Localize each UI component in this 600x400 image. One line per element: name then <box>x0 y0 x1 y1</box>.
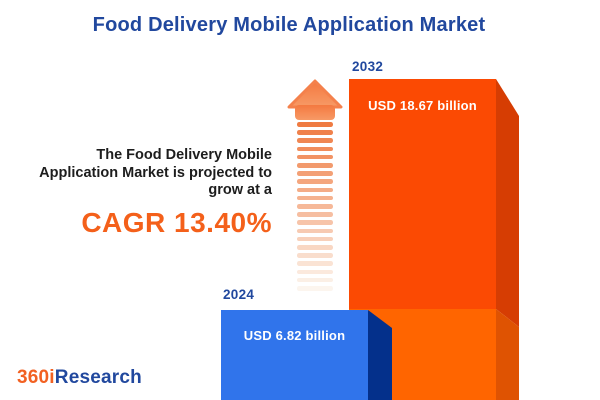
year-label-2032: 2032 <box>352 59 384 74</box>
arrow-stripe <box>297 130 333 135</box>
cagr-value: CAGR 13.40% <box>81 206 272 238</box>
value-label-2024: USD 6.82 billion <box>243 328 346 343</box>
arrow-stripe <box>297 269 333 275</box>
intro-text-block: The Food Delivery Mobile Application Mar… <box>39 147 272 239</box>
page-title: Food Delivery Mobile Application Market <box>92 14 486 36</box>
bar-2032-face-top <box>349 79 496 309</box>
brand-logo: 360iResearch <box>17 367 142 389</box>
arrow-stripe <box>297 261 333 266</box>
intro-line-2: Application Market is projected to <box>39 164 272 181</box>
growth-arrow-icon <box>287 79 343 295</box>
value-label-2032: USD 18.67 billion <box>368 98 477 113</box>
arrow-stripe <box>297 277 333 283</box>
arrow-stripe <box>297 220 333 225</box>
arrow-stripe <box>297 228 333 234</box>
arrow-stripe <box>297 204 333 209</box>
intro-line-1: The Food Delivery Mobile <box>96 147 272 163</box>
bar-2032-side-top <box>496 79 519 327</box>
bar-2032-side-bottom <box>496 309 519 400</box>
brand-logo-research: Research <box>54 367 142 388</box>
arrow-stripe <box>297 122 333 127</box>
arrow-stripe <box>297 171 333 176</box>
bar-2024-side <box>368 310 392 400</box>
arrow-stripe <box>297 195 333 201</box>
growth-arrow-head <box>287 79 343 120</box>
brand-logo-360i: 360i <box>17 367 55 388</box>
arrow-stripe <box>297 212 333 217</box>
arrow-stripe <box>297 245 333 250</box>
arrow-stripe <box>297 253 333 258</box>
arrow-stripe <box>297 236 333 242</box>
intro-line-3: grow at a <box>208 182 272 198</box>
arrow-stripe <box>297 146 333 152</box>
arrow-stripe <box>297 163 333 168</box>
year-label-2024: 2024 <box>223 287 255 302</box>
arrow-stripe <box>297 179 333 184</box>
arrow-stripe <box>297 187 333 193</box>
arrow-stripe <box>297 138 333 143</box>
arrow-stripe <box>297 154 333 160</box>
bar-2024-face <box>221 310 368 400</box>
arrow-stripe <box>297 286 333 291</box>
